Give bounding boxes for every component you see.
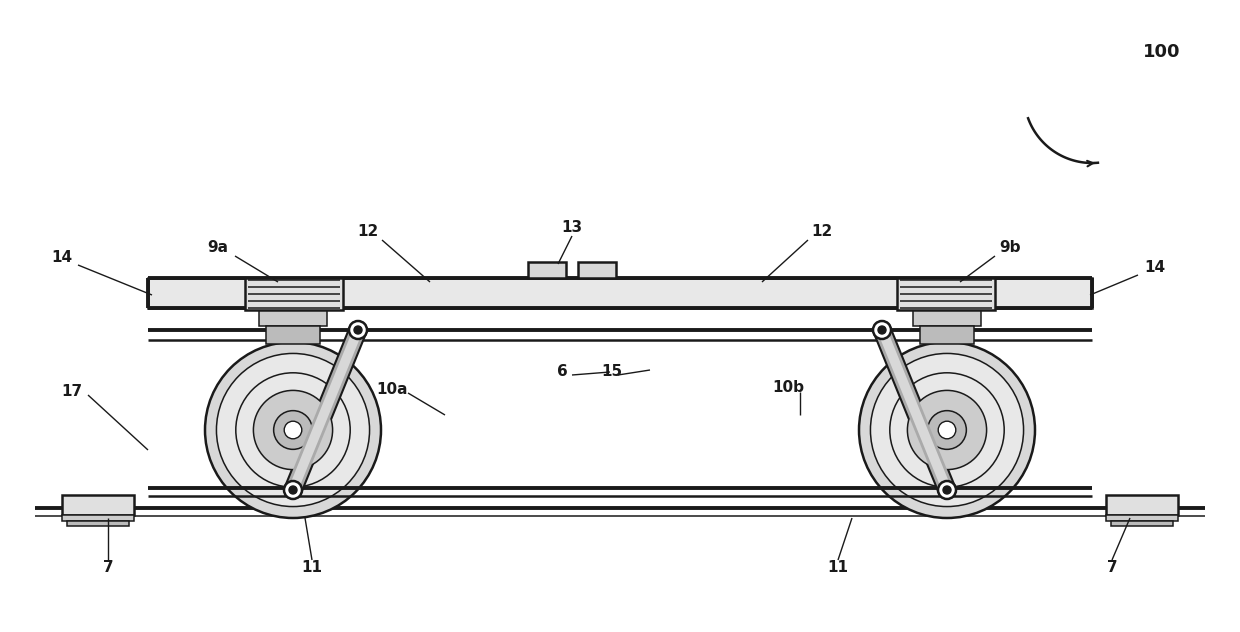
Text: 10b: 10b: [773, 380, 804, 396]
Bar: [265, 326, 320, 344]
Circle shape: [253, 391, 332, 470]
Circle shape: [284, 421, 301, 439]
Circle shape: [205, 342, 381, 518]
Bar: [62, 515, 134, 521]
Text: 10a: 10a: [376, 382, 408, 398]
Text: 11: 11: [301, 561, 322, 576]
Circle shape: [870, 353, 1023, 507]
Bar: [1106, 495, 1178, 515]
Bar: [1111, 521, 1173, 526]
Circle shape: [939, 421, 956, 439]
Text: 13: 13: [562, 221, 583, 236]
Circle shape: [353, 326, 362, 334]
Text: 100: 100: [1143, 43, 1180, 61]
Circle shape: [274, 411, 312, 449]
Circle shape: [348, 321, 367, 339]
Text: 14: 14: [51, 250, 73, 265]
Circle shape: [284, 481, 303, 499]
Circle shape: [928, 411, 966, 449]
Circle shape: [873, 321, 892, 339]
Bar: [913, 310, 981, 326]
Bar: [578, 262, 616, 278]
Circle shape: [942, 486, 951, 494]
Text: 11: 11: [827, 561, 848, 576]
Circle shape: [859, 342, 1035, 518]
Text: 15: 15: [601, 365, 622, 379]
Circle shape: [217, 353, 370, 507]
Text: 17: 17: [62, 384, 83, 399]
Bar: [920, 326, 975, 344]
Text: 7: 7: [103, 561, 113, 576]
Text: 12: 12: [811, 224, 832, 240]
Circle shape: [878, 326, 887, 334]
Text: 12: 12: [357, 224, 378, 240]
Bar: [67, 521, 129, 526]
Bar: [1106, 515, 1178, 521]
Circle shape: [937, 481, 956, 499]
Text: 9a: 9a: [207, 241, 228, 255]
Circle shape: [289, 486, 298, 494]
Bar: [246, 278, 343, 310]
Bar: [897, 278, 994, 310]
Bar: [259, 310, 327, 326]
Bar: [528, 262, 565, 278]
Text: 6: 6: [557, 365, 568, 379]
Circle shape: [908, 391, 987, 470]
Text: 9b: 9b: [999, 241, 1021, 255]
Bar: [62, 495, 134, 515]
Text: 14: 14: [1145, 260, 1166, 276]
Bar: [148, 278, 1092, 308]
Text: 7: 7: [1106, 561, 1117, 576]
